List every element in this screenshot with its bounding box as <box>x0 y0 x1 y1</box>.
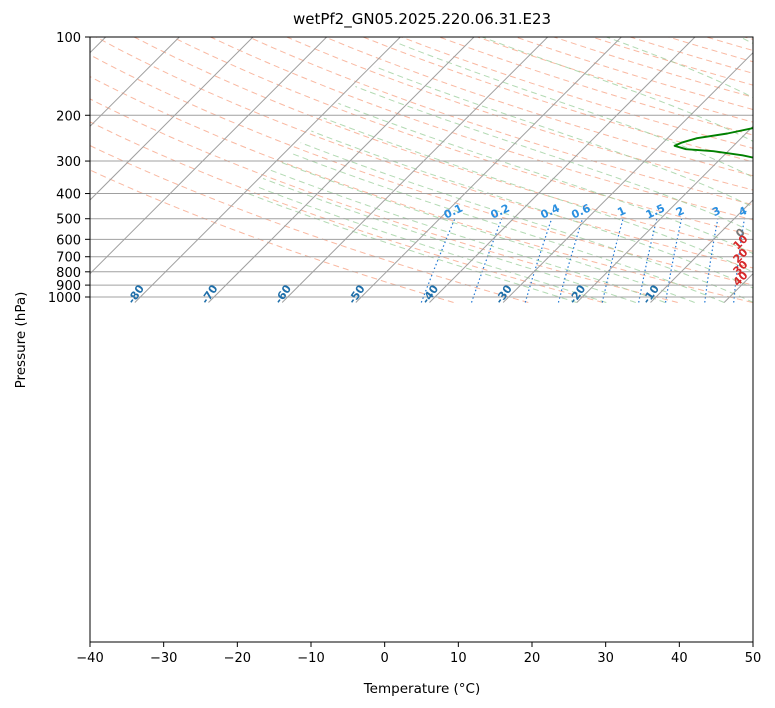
moist-adiabat-line <box>247 193 577 303</box>
isentrope-label: -50 <box>346 282 368 306</box>
isotherm-line <box>281 37 549 303</box>
moist-adiabat-line <box>277 160 695 303</box>
isentrope-label: -100 <box>0 279 1 309</box>
dry-adiabat-line <box>401 37 753 149</box>
dry-adiabat-line <box>324 37 753 177</box>
isentrope-label: -60 <box>272 282 294 306</box>
mixing-ratio-label: 1 <box>615 204 627 219</box>
plot-frame <box>89 36 754 643</box>
moist-adiabat-line <box>374 66 753 208</box>
dry-adiabat-line <box>133 37 753 252</box>
y-axis-label: Pressure (hPa) <box>13 292 29 389</box>
dry-adiabat-line <box>90 169 454 303</box>
moist-adiabat-line <box>355 86 753 233</box>
moist-adiabat-line <box>255 185 607 303</box>
isotherm-line <box>355 37 622 303</box>
moist-adiabat-line <box>396 42 753 178</box>
sounding-profiles <box>673 37 775 297</box>
moist-adiabat-line <box>338 102 753 255</box>
isentrope-label: -80 <box>125 282 147 306</box>
y-tick-label: 200 <box>56 109 81 124</box>
mixing-ratio-line <box>704 218 719 303</box>
y-tick-label: 500 <box>56 213 81 228</box>
isotherm-line <box>0 37 32 303</box>
mixing-ratio-line <box>733 218 745 303</box>
isotherm-line <box>502 51 753 303</box>
dry-adiabat-line <box>744 37 753 40</box>
isotherm-line <box>90 37 180 128</box>
isentrope-label: -10 <box>640 282 662 306</box>
moist-adiabat-line <box>300 142 753 303</box>
y-tick-label: 400 <box>56 188 81 203</box>
dry-adiabat-line <box>90 76 753 303</box>
y-tick-label: 800 <box>56 266 81 281</box>
y-tick-label: 600 <box>56 233 81 248</box>
moist-adiabat-line <box>291 152 725 303</box>
x-tick-label: 0 <box>381 651 389 666</box>
mixing-ratio-line <box>420 218 456 303</box>
y-tick-label: 700 <box>56 251 81 266</box>
dewpoint-profile <box>673 127 753 159</box>
moist-adiabat-line <box>270 169 666 303</box>
x-tick-label: −40 <box>76 651 103 666</box>
x-tick-label: −20 <box>224 651 251 666</box>
x-tick-label: 30 <box>597 651 614 666</box>
dry-adiabat-line <box>90 121 604 303</box>
isotherm-line <box>576 125 753 303</box>
x-tick-label: 40 <box>671 651 688 666</box>
x-tick-label: 10 <box>450 651 467 666</box>
isentrope-label: -30 <box>493 282 515 306</box>
y-tick-label: 1000 <box>48 291 81 306</box>
x-axis: −40 −30 −20 −10 0 10 20 30 40 50 <box>76 642 761 666</box>
background-lines <box>0 37 753 303</box>
dry-adiabat-line <box>248 37 753 206</box>
isentrope-label: -40 <box>419 282 441 306</box>
x-tick-label: 50 <box>745 651 762 666</box>
isotherm-line <box>429 37 696 303</box>
mixing-ratio-label: 4 <box>737 204 750 219</box>
y-tick-label: 300 <box>56 155 81 170</box>
isotherm-line <box>208 37 475 303</box>
x-tick-label: −30 <box>150 651 177 666</box>
temperature-profile <box>771 37 775 297</box>
dry-adiabat-line <box>362 37 753 163</box>
isotherm-line <box>90 37 254 201</box>
chart-title: wetPf2_GN05.2025.220.06.31.E23 <box>293 10 551 29</box>
dry-adiabat-line <box>172 37 753 236</box>
y-tick-label: 900 <box>56 279 81 294</box>
line-labels: -100-90-80-70-60-50-40-30-20-10010203040… <box>0 201 751 309</box>
x-axis-label: Temperature (°C) <box>363 681 481 697</box>
dry-adiabat-line <box>591 37 753 86</box>
isotherm-line <box>134 37 401 303</box>
y-tick-label: 100 <box>56 31 81 46</box>
x-tick-label: −10 <box>297 651 324 666</box>
dry-adiabat-line <box>90 54 753 286</box>
x-tick-label: 20 <box>524 651 541 666</box>
mixing-ratio-label: 2 <box>674 204 686 219</box>
isotherm-line <box>650 199 753 303</box>
isotherm-line <box>90 37 328 275</box>
isentrope-label: -70 <box>199 282 221 306</box>
dry-adiabat-line <box>90 98 678 303</box>
moist-adiabat-line <box>262 178 636 303</box>
